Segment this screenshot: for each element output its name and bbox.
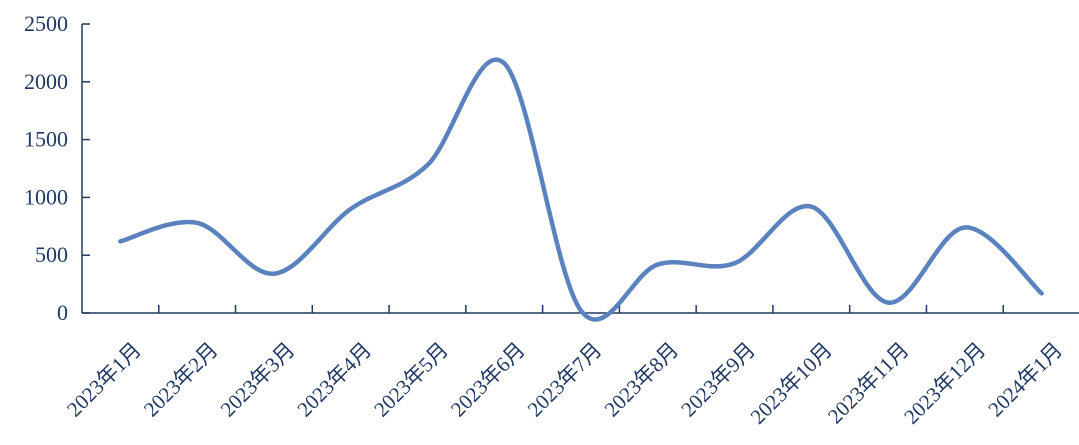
x-tick-label: 2023年3月 — [216, 338, 300, 422]
y-tick-label: 1500 — [24, 127, 68, 152]
y-tick-label: 2000 — [24, 69, 68, 94]
x-tick-label: 2024年1月 — [983, 338, 1067, 422]
x-tick-label: 2023年8月 — [600, 338, 684, 422]
x-tick-label: 2023年2月 — [139, 338, 223, 422]
series-line-0 — [118, 57, 1044, 322]
series-group — [118, 57, 1044, 322]
x-tick-label: 2023年6月 — [446, 338, 530, 422]
x-tick-label: 2023年4月 — [292, 338, 376, 422]
y-tick-label: 0 — [57, 300, 68, 325]
x-axis: 2023年1月2023年2月2023年3月2023年4月2023年5月2023年… — [62, 305, 1079, 429]
x-tick-label: 2023年1月 — [62, 338, 146, 422]
x-tick-label: 2023年5月 — [369, 338, 453, 422]
y-tick-label: 500 — [35, 242, 68, 267]
x-tick-label: 2023年7月 — [523, 338, 607, 422]
y-axis: 0 500 1000 1500 2000 2500 — [24, 11, 90, 325]
x-tick-label: 2023年11月 — [823, 338, 914, 429]
y-tick-label: 1000 — [24, 184, 68, 209]
x-tick-label: 2023年12月 — [899, 338, 990, 429]
y-tick-label: 2500 — [24, 11, 68, 36]
x-tick-label: 2023年10月 — [746, 338, 837, 429]
